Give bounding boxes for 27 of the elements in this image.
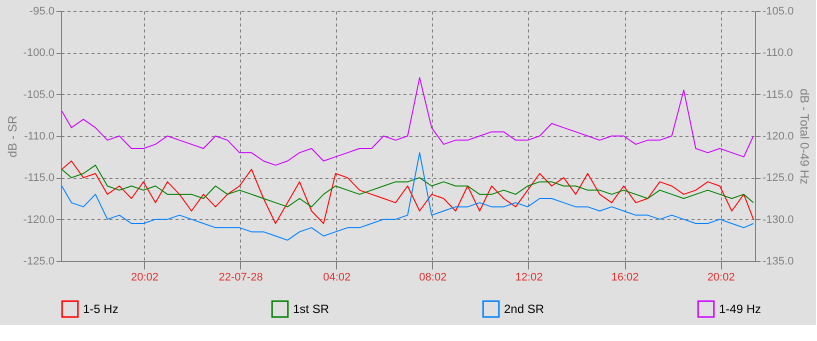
y2-tick-label: -125.0 — [762, 172, 794, 184]
y-tick-label: -115.0 — [24, 172, 54, 184]
y-tick-label: -105.0 — [23, 88, 54, 101]
x-tick-label: 08:02 — [419, 272, 447, 284]
legend-label: 1-49 Hz — [719, 302, 762, 316]
legend-label: 1-5 Hz — [83, 302, 118, 316]
x-tick-label: 12:02 — [515, 272, 543, 284]
y2-tick-label: -120.0 — [762, 130, 794, 142]
legend-label: 1st SR — [293, 302, 330, 316]
x-tick-label: 16:02 — [611, 272, 639, 284]
legend-label: 2nd SR — [504, 302, 544, 316]
y2-axis-title: dB - Total 0-49 Hz — [798, 88, 812, 184]
y-tick-label: -100.0 — [23, 47, 54, 60]
x-tick-label: 20:02 — [130, 272, 159, 284]
y2-tick-label: -115.0 — [762, 88, 793, 101]
y-tick-label: -125.0 — [23, 256, 54, 268]
y2-tick-label: -105.0 — [762, 6, 794, 18]
y-tick-label: -95.0 — [29, 6, 54, 18]
y-tick-label: -110.0 — [24, 130, 54, 142]
y-axis-title: dB - SR — [5, 115, 20, 158]
x-tick-label: 04:02 — [323, 272, 351, 284]
x-tick-label: 20:02 — [707, 272, 735, 284]
y-tick-label: -120.0 — [23, 214, 54, 226]
y2-tick-label: -110.0 — [762, 47, 793, 60]
x-tick-label: 22-07-28 — [218, 272, 263, 284]
y2-tick-label: -135.0 — [762, 256, 794, 268]
y2-tick-label: -130.0 — [762, 214, 794, 226]
